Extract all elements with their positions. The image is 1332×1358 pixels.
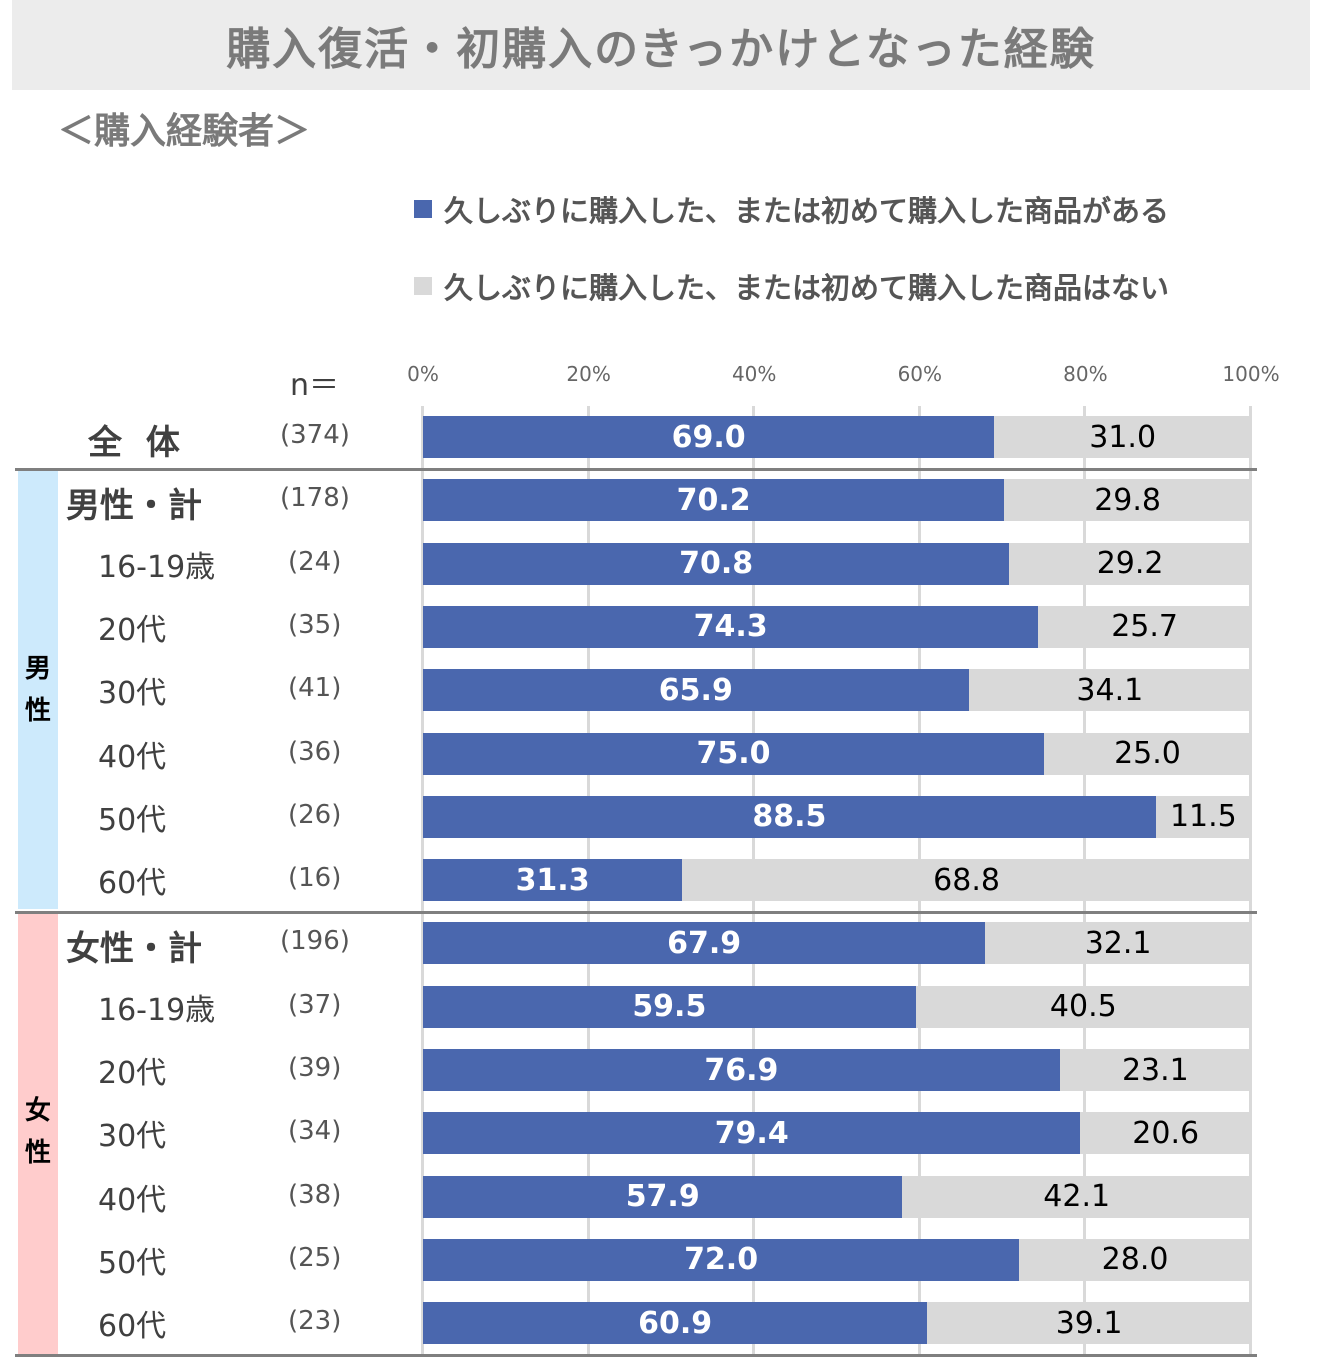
- x-tick-label: 100%: [1222, 362, 1280, 386]
- bar-segment-no: 34.1: [968, 669, 1251, 712]
- chart-title: 購入復活・初購入のきっかけとなった経験: [226, 24, 1096, 75]
- x-tick-label: 20%: [566, 362, 611, 386]
- legend-item-no: 久しぶりに購入した、または初めて購入した商品はない: [414, 265, 1169, 307]
- male-group-label: 男 性: [24, 654, 51, 726]
- bar-segment-yes: 60.9: [423, 1302, 928, 1345]
- bar-segment-no: 25.7: [1038, 605, 1251, 648]
- group-separator: [15, 911, 1257, 914]
- bar-segment-yes: 75.0: [423, 732, 1044, 775]
- female-group-band: [18, 912, 58, 1355]
- row-n-count: (35): [288, 609, 342, 640]
- row-label: 全 体: [88, 423, 186, 463]
- bar-segment-yes: 76.9: [423, 1049, 1060, 1091]
- bar-segment-yes: 70.2: [423, 479, 1005, 522]
- row-label: 30代: [98, 1119, 167, 1155]
- bar-segment-no: 40.5: [915, 985, 1251, 1028]
- row-n-count: (26): [288, 799, 342, 830]
- row-n-count: (196): [280, 926, 350, 957]
- row-label: 50代: [98, 1245, 167, 1281]
- row-n-count: (39): [288, 1053, 342, 1083]
- female-group-label: 女 性: [24, 1096, 51, 1168]
- bar-segment-no: 11.5: [1155, 795, 1251, 838]
- row-n-count: (24): [288, 546, 342, 577]
- bar-segment-yes: 79.4: [423, 1112, 1081, 1155]
- bar-segment-yes: 88.5: [423, 795, 1156, 838]
- bar-segment-yes: 67.9: [423, 922, 986, 965]
- row-n-count: (41): [288, 673, 342, 704]
- bar-segment-yes: 69.0: [423, 416, 995, 458]
- row-label: 60代: [98, 1309, 167, 1345]
- bar-segment-yes: 72.0: [423, 1238, 1020, 1281]
- row-label: 20代: [98, 612, 167, 648]
- x-tick-label: 80%: [1063, 362, 1108, 386]
- row-label: 20代: [98, 1056, 167, 1091]
- row-label: 60代: [98, 866, 167, 902]
- bar-segment-no: 25.0: [1044, 732, 1251, 775]
- bar-segment-no: 28.0: [1019, 1238, 1251, 1281]
- x-tick-label: 60%: [897, 362, 943, 386]
- row-label: 16-19歳: [98, 549, 216, 585]
- row-n-count: (25): [288, 1242, 342, 1273]
- row-label: 16-19歳: [98, 992, 216, 1028]
- bar-segment-yes: 59.5: [423, 985, 916, 1028]
- row-label: 男性・計: [66, 486, 202, 527]
- bar-segment-no: 31.0: [994, 416, 1251, 458]
- legend-item-yes: 久しぶりに購入した、または初めて購入した商品がある: [414, 188, 1169, 230]
- row-label: 40代: [98, 1182, 167, 1218]
- row-label: 40代: [98, 739, 167, 775]
- bar-segment-yes: 31.3: [423, 859, 683, 902]
- bar-segment-no: 68.8: [682, 859, 1251, 902]
- row-label: 50代: [98, 802, 167, 838]
- row-n-count: (36): [288, 736, 342, 767]
- chart-subtitle: ＜購入経験者＞: [58, 111, 311, 152]
- row-n-count: (16): [288, 863, 342, 894]
- group-separator: [15, 1354, 1257, 1357]
- male-group-band: [18, 469, 58, 910]
- bar-segment-no: 29.8: [1004, 479, 1251, 522]
- row-n-count: (23): [288, 1306, 342, 1337]
- group-separator: [15, 468, 1257, 471]
- legend-label-yes: 久しぶりに購入した、または初めて購入した商品がある: [444, 194, 1170, 228]
- bar-segment-no: 20.6: [1080, 1112, 1251, 1155]
- row-n-count: (178): [280, 483, 350, 514]
- legend-swatch-no: [414, 277, 432, 295]
- bar-segment-no: 32.1: [985, 922, 1251, 965]
- bar-segment-no: 23.1: [1059, 1049, 1251, 1091]
- row-n-count: (374): [280, 420, 350, 450]
- row-n-count: (34): [288, 1116, 342, 1147]
- row-label: 30代: [98, 676, 167, 712]
- legend-label-no: 久しぶりに購入した、または初めて購入した商品はない: [444, 271, 1170, 305]
- bar-segment-no: 29.2: [1009, 542, 1251, 585]
- title-banner: 購入復活・初購入のきっかけとなった経験: [12, 0, 1310, 90]
- x-tick-label: 0%: [407, 362, 439, 386]
- x-tick-label: 40%: [731, 362, 777, 386]
- row-n-count: (38): [288, 1179, 342, 1210]
- bar-segment-yes: 57.9: [423, 1175, 903, 1218]
- row-label: 女性・計: [66, 929, 202, 970]
- bar-segment-no: 39.1: [927, 1302, 1251, 1345]
- gridline: [421, 406, 424, 1356]
- bar-segment-yes: 74.3: [423, 605, 1039, 648]
- bar-segment-yes: 65.9: [423, 669, 969, 712]
- bar-segment-yes: 70.8: [423, 542, 1010, 585]
- legend-swatch-yes: [414, 200, 432, 218]
- n-header: n＝: [290, 368, 340, 403]
- bar-segment-no: 42.1: [902, 1175, 1251, 1218]
- row-n-count: (37): [288, 989, 342, 1020]
